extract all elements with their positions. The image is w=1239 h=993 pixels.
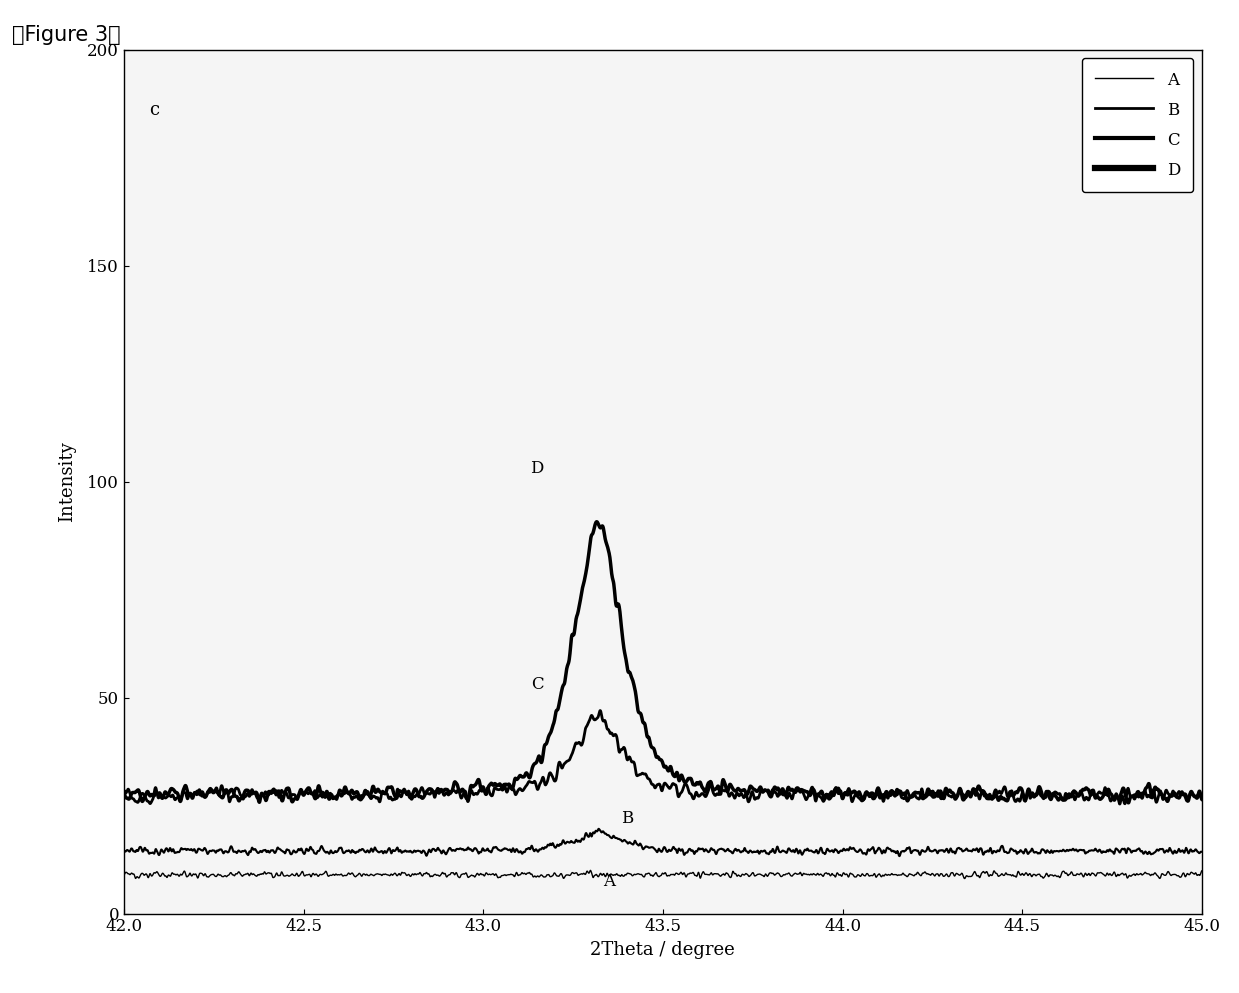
- Text: C: C: [530, 676, 544, 693]
- Y-axis label: Intensity: Intensity: [58, 441, 76, 522]
- Text: c: c: [149, 101, 159, 119]
- Text: 『Figure 3』: 『Figure 3』: [12, 25, 121, 45]
- Text: A: A: [603, 873, 615, 890]
- Text: D: D: [530, 461, 544, 478]
- Legend: A, B, C, D: A, B, C, D: [1082, 58, 1193, 193]
- Text: B: B: [621, 810, 633, 827]
- X-axis label: 2Theta / degree: 2Theta / degree: [591, 941, 735, 959]
